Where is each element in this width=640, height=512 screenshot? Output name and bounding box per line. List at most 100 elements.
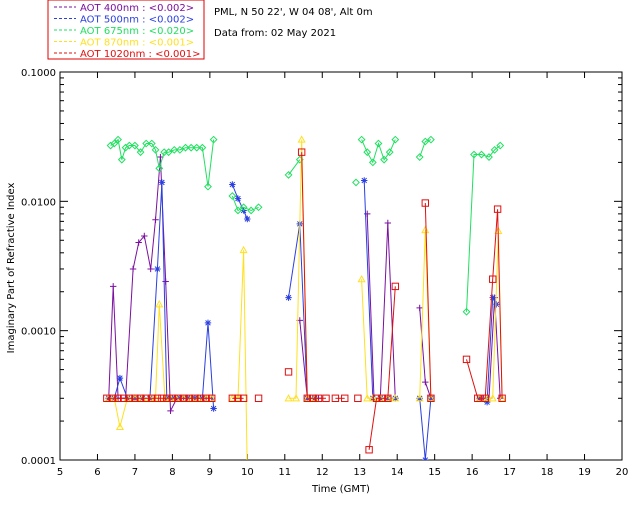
data-point: [485, 153, 493, 161]
data-point: [483, 398, 491, 406]
data-point: [493, 205, 502, 213]
data-point: [314, 394, 323, 402]
x-tick-label: 20: [616, 467, 629, 478]
data-point: [210, 405, 217, 412]
data-point: [198, 143, 207, 152]
legend-entry: AOT 400nm : <0.002>: [80, 3, 194, 14]
data-point: [239, 245, 248, 254]
data-point: [474, 394, 482, 402]
data-point: [391, 282, 400, 291]
data-point: [322, 394, 330, 402]
data-point: [185, 394, 193, 402]
y-tick-label: 0.0010: [21, 327, 56, 338]
data-point: [378, 394, 386, 402]
data-point: [331, 394, 340, 402]
data-point: [341, 394, 349, 402]
data-point: [415, 153, 424, 161]
data-point: [187, 143, 196, 152]
data-point: [427, 135, 435, 144]
legend: AOT 400nm : <0.002>AOT 500nm : <0.002>AO…: [47, 0, 205, 60]
data-point: [498, 394, 506, 402]
data-point: [152, 216, 159, 223]
x-tick-label: 6: [94, 467, 100, 478]
data-point: [498, 394, 507, 402]
data-point: [164, 148, 173, 157]
data-point: [309, 394, 317, 402]
data-point: [493, 301, 500, 308]
data-point: [115, 422, 124, 431]
data-point: [354, 394, 362, 402]
data-point: [234, 206, 242, 215]
data-point: [131, 394, 139, 402]
series-line: [361, 139, 396, 164]
data-point: [361, 177, 368, 184]
data-point: [163, 394, 171, 402]
data-point: [385, 148, 394, 157]
data-point: [155, 164, 164, 173]
data-point: [368, 158, 377, 167]
x-tick-label: 11: [278, 467, 291, 478]
data-point: [167, 407, 174, 415]
series-line: [424, 202, 432, 399]
data-point: [496, 141, 505, 150]
data-point: [470, 150, 478, 159]
data-point: [481, 394, 489, 402]
plot-frame: [59, 71, 623, 461]
data-point: [363, 394, 372, 402]
data-point: [170, 145, 179, 154]
data-point: [416, 304, 423, 312]
data-point: [285, 294, 292, 301]
series-line: [368, 286, 396, 450]
data-point: [114, 394, 122, 402]
data-point: [119, 394, 128, 402]
series-line: [288, 159, 301, 176]
series-line: [466, 145, 501, 312]
data-point: [151, 145, 160, 154]
data-point: [228, 394, 237, 402]
x-tick-label: 7: [132, 467, 138, 478]
axes-ticks: 5 6 7 8 9 10 11 12 13 14 15 16 17 18 19 20 0.0001 0.0010 0…: [21, 68, 628, 478]
data-point: [142, 394, 150, 402]
x-tick-label: 17: [503, 467, 516, 478]
data-point: [380, 155, 388, 164]
data-point: [415, 394, 424, 402]
y-tick-label: 0.1000: [21, 68, 56, 79]
x-tick-label: 13: [353, 467, 366, 478]
data-point: [135, 239, 142, 246]
data-point: [244, 215, 251, 223]
x-tick-label: 10: [241, 467, 254, 478]
data-point: [291, 394, 301, 402]
data-point: [110, 139, 119, 148]
data-point: [154, 265, 161, 273]
data-point: [284, 394, 293, 402]
data-point: [191, 394, 199, 402]
series-line: [288, 223, 315, 399]
data-point: [147, 265, 154, 273]
data-point: [284, 368, 293, 376]
x-axis-label: Time (GMT): [311, 484, 370, 495]
data-point: [490, 145, 499, 154]
data-point: [181, 143, 190, 152]
data-point: [162, 278, 169, 285]
data-point: [247, 206, 255, 215]
x-tick-label: 9: [207, 467, 213, 478]
x-tick-label: 15: [428, 467, 441, 478]
data-point: [462, 307, 471, 316]
data-point: [158, 394, 166, 402]
data-point: [136, 148, 145, 157]
data-point: [141, 232, 148, 240]
data-point: [357, 135, 366, 144]
data-point: [297, 148, 306, 156]
legend-entry: AOT 870nm : <0.001>: [80, 38, 194, 49]
x-tick-label: 12: [316, 467, 329, 478]
data-point: [357, 274, 366, 283]
data-point: [174, 394, 182, 402]
series-5: [103, 148, 506, 454]
data-point: [427, 394, 435, 402]
data-point: [234, 394, 242, 402]
y-tick-label: 0.0100: [21, 197, 56, 208]
data-point: [384, 394, 392, 402]
data-point: [153, 394, 162, 402]
data-point: [155, 300, 164, 308]
